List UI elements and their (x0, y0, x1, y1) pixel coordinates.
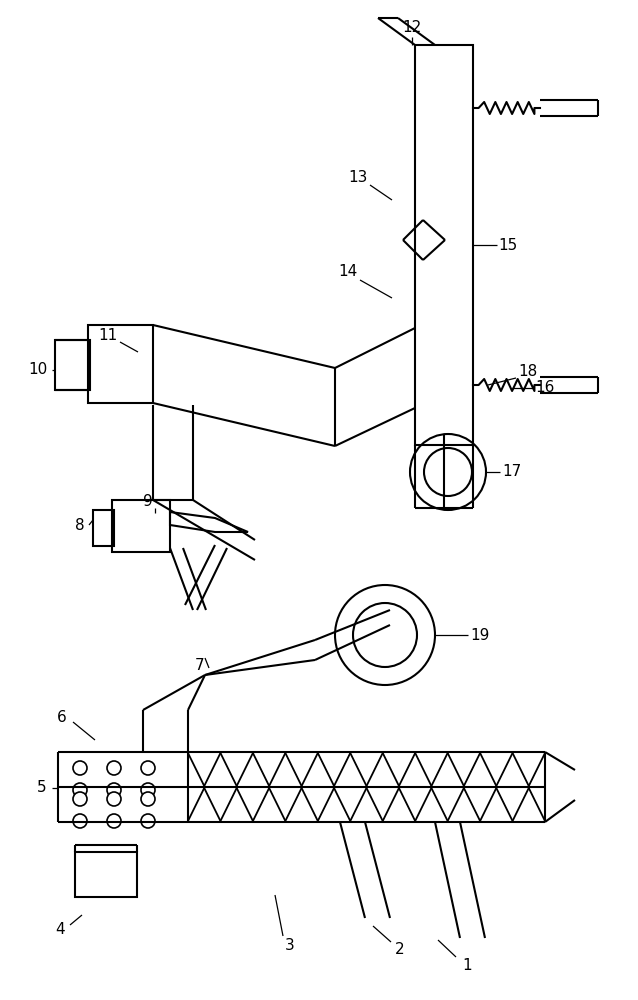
Bar (88, 325, 153, 403)
Circle shape (107, 761, 121, 775)
Circle shape (73, 783, 87, 797)
Text: 11: 11 (98, 328, 117, 342)
Text: 14: 14 (338, 264, 358, 279)
Text: 3: 3 (285, 938, 295, 952)
Circle shape (73, 814, 87, 828)
Bar (415, 45, 473, 445)
Circle shape (73, 792, 87, 806)
Circle shape (141, 783, 155, 797)
Text: 1: 1 (462, 958, 472, 972)
Bar (93, 510, 114, 546)
Bar (112, 500, 170, 552)
Text: 9: 9 (143, 494, 153, 510)
Circle shape (107, 814, 121, 828)
Text: 7: 7 (195, 658, 205, 672)
Text: 13: 13 (348, 170, 367, 186)
Text: 17: 17 (502, 464, 522, 480)
Text: 2: 2 (395, 942, 405, 958)
Text: 10: 10 (28, 362, 48, 377)
Text: 15: 15 (498, 237, 517, 252)
Circle shape (73, 761, 87, 775)
Text: 12: 12 (403, 20, 422, 35)
Circle shape (335, 585, 435, 685)
Circle shape (141, 814, 155, 828)
Text: 16: 16 (535, 380, 554, 395)
Text: 4: 4 (56, 922, 65, 938)
Text: 5: 5 (37, 780, 47, 796)
Circle shape (141, 761, 155, 775)
Text: 19: 19 (470, 628, 490, 643)
Text: 8: 8 (75, 518, 85, 532)
Circle shape (410, 434, 486, 510)
Circle shape (353, 603, 417, 667)
Circle shape (107, 783, 121, 797)
Bar (55, 340, 90, 390)
Circle shape (107, 792, 121, 806)
Bar (75, 852, 137, 897)
Circle shape (141, 792, 155, 806)
Text: 18: 18 (518, 364, 538, 379)
Circle shape (424, 448, 472, 496)
Text: 6: 6 (57, 710, 67, 726)
